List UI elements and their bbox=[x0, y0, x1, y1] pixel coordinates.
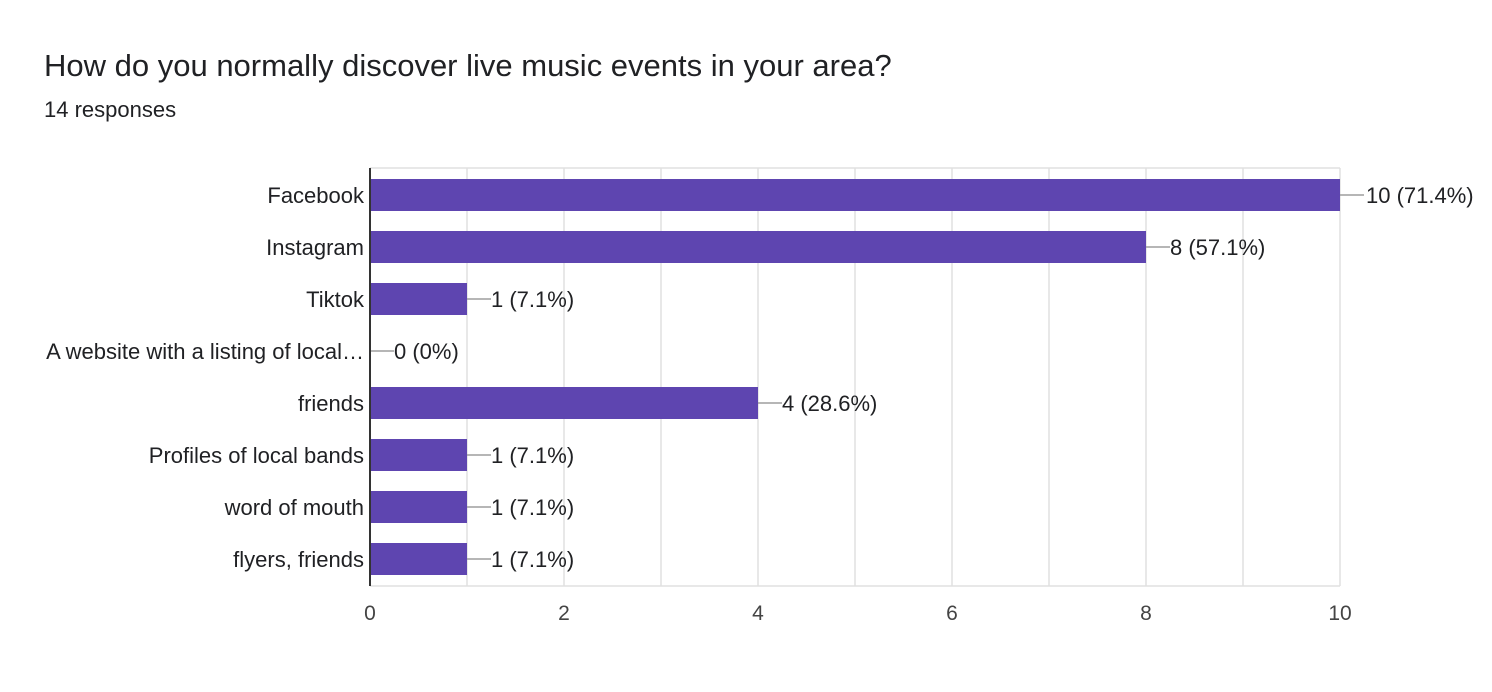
bar bbox=[370, 543, 467, 575]
data-label: 4 (28.6%) bbox=[782, 391, 877, 416]
x-tick-label: 4 bbox=[752, 602, 764, 625]
data-label: 10 (71.4%) bbox=[1366, 183, 1474, 208]
data-label: 1 (7.1%) bbox=[491, 287, 574, 312]
data-label: 8 (57.1%) bbox=[1170, 235, 1265, 260]
x-tick-label: 0 bbox=[364, 602, 376, 625]
data-label: 1 (7.1%) bbox=[491, 547, 574, 572]
category-label: Profiles of local bands bbox=[149, 443, 364, 468]
bar bbox=[370, 231, 1146, 263]
category-label: Instagram bbox=[266, 235, 364, 260]
bar bbox=[370, 439, 467, 471]
x-tick-label: 2 bbox=[558, 602, 570, 625]
category-label: friends bbox=[298, 391, 364, 416]
category-label: Facebook bbox=[267, 183, 365, 208]
x-tick-label: 10 bbox=[1328, 602, 1351, 625]
grid-lines bbox=[369, 167, 1341, 587]
bar bbox=[370, 387, 758, 419]
category-label: word of mouth bbox=[224, 495, 364, 520]
category-label: flyers, friends bbox=[233, 547, 364, 572]
bar bbox=[370, 283, 467, 315]
data-label: 1 (7.1%) bbox=[491, 495, 574, 520]
category-label: Tiktok bbox=[306, 287, 365, 312]
response-count: 14 responses bbox=[44, 97, 177, 122]
x-tick-label: 8 bbox=[1140, 602, 1152, 625]
labels: 10 (71.4%) Facebook 8 (57.1%) Instagram 1 (7… bbox=[46, 168, 1474, 625]
bar bbox=[370, 179, 1340, 211]
bars bbox=[370, 179, 1340, 575]
data-label: 0 (0%) bbox=[394, 339, 459, 364]
chart-title: How do you normally discover live music … bbox=[44, 48, 892, 83]
category-label: A website with a listing of local… bbox=[46, 339, 364, 364]
bar bbox=[370, 491, 467, 523]
x-tick-label: 6 bbox=[946, 602, 958, 625]
data-label: 1 (7.1%) bbox=[491, 443, 574, 468]
